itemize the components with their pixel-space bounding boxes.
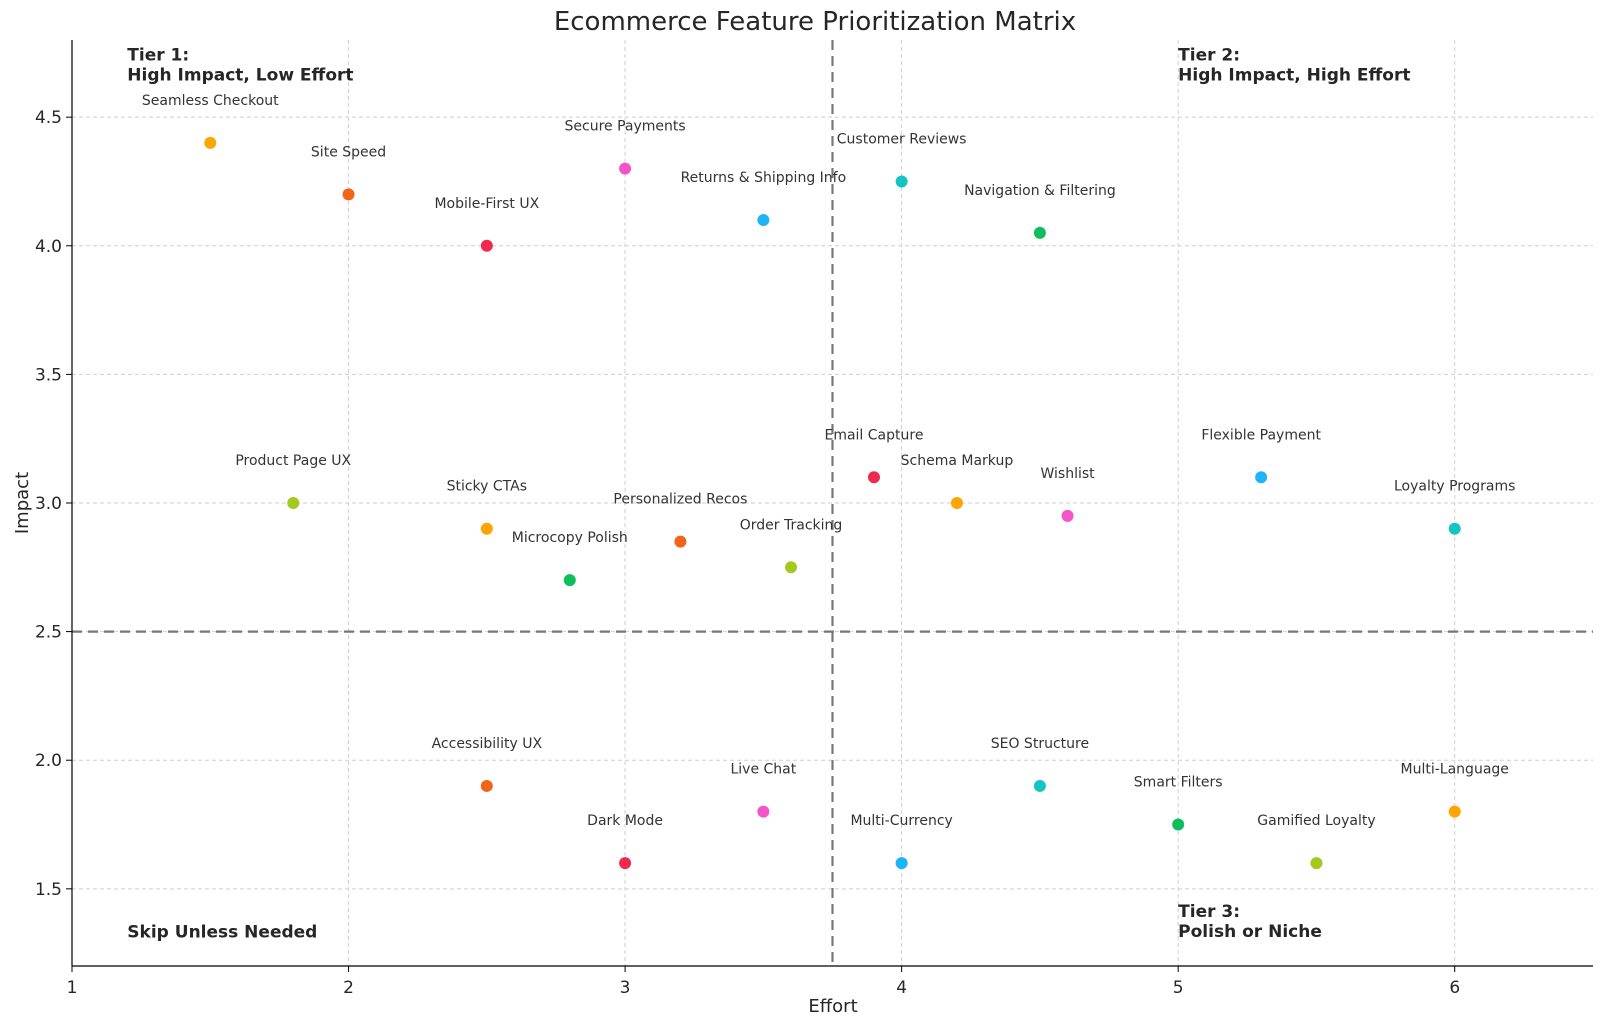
quadrant-label-line: Skip Unless Needed (127, 923, 317, 943)
point-label-product-page-ux: Product Page UX (235, 453, 351, 469)
point-multi-language (1448, 805, 1461, 818)
point-smart-filters (1172, 818, 1185, 831)
point-label-microcopy-polish: Microcopy Polish (512, 530, 628, 546)
y-axis-label: Impact (12, 472, 33, 534)
point-label-secure-payments: Secure Payments (565, 119, 686, 135)
point-flexible-payment (1255, 471, 1268, 484)
point-live-chat (757, 805, 770, 818)
point-seamless-checkout (204, 136, 217, 149)
point-label-multi-currency: Multi-Currency (850, 813, 952, 829)
x-tick-label: 2 (343, 978, 354, 998)
y-tick-label: 2.0 (35, 751, 62, 771)
point-label-personalized-recos: Personalized Recos (613, 492, 747, 508)
quadrant-label-bottom-left: Skip Unless Needed (127, 923, 317, 943)
point-label-accessibility-ux: Accessibility UX (432, 736, 543, 752)
point-mobile-first-ux (480, 239, 493, 252)
point-label-loyalty-programs: Loyalty Programs (1394, 479, 1515, 495)
point-label-smart-filters: Smart Filters (1134, 775, 1223, 791)
point-label-gamified-loyalty: Gamified Loyalty (1257, 813, 1375, 829)
point-labels: Seamless Checkout Site Speed Mobile-First … (142, 93, 1516, 829)
point-label-multi-language: Multi-Language (1401, 762, 1509, 778)
y-tick-label: 2.5 (35, 623, 62, 643)
point-label-wishlist: Wishlist (1040, 466, 1095, 482)
point-secure-payments (619, 162, 632, 175)
point-site-speed (342, 188, 355, 201)
point-label-navigation-and-filtering: Navigation & Filtering (964, 183, 1116, 199)
quadrant-label-line: Tier 1: (127, 46, 189, 66)
x-tick-label: 5 (1173, 978, 1184, 998)
point-label-schema-markup: Schema Markup (901, 453, 1014, 469)
point-label-customer-reviews: Customer Reviews (837, 131, 967, 147)
point-customer-reviews (895, 175, 908, 188)
quadrant-label-line: High Impact, Low Effort (127, 66, 353, 86)
point-schema-markup (950, 497, 963, 509)
point-wishlist (1061, 509, 1074, 522)
tick-labels: 1 2 3 4 5 6 1.5 2.0 2.5 3.0 3.5 4.0 4.5 (35, 108, 1460, 998)
point-label-flexible-payment: Flexible Payment (1201, 427, 1321, 443)
point-label-mobile-first-ux: Mobile-First UX (434, 196, 539, 212)
x-tick-label: 6 (1449, 978, 1460, 998)
point-label-order-tracking: Order Tracking (740, 517, 843, 533)
point-label-site-speed: Site Speed (311, 144, 386, 160)
y-tick-label: 1.5 (35, 880, 62, 900)
grid-lines (72, 40, 1593, 966)
point-label-sticky-ctas: Sticky CTAs (447, 479, 527, 495)
point-dark-mode (619, 857, 632, 870)
point-navigation-and-filtering (1033, 226, 1046, 239)
point-label-seamless-checkout: Seamless Checkout (142, 93, 279, 109)
quadrant-label-line: Polish or Niche (1178, 922, 1322, 942)
chart-title: Ecommerce Feature Prioritization Matrix (554, 7, 1076, 37)
point-accessibility-ux (480, 779, 493, 792)
point-label-returns-and-shipping-info: Returns & Shipping Info (681, 170, 847, 186)
x-tick-label: 1 (67, 978, 78, 998)
quadrant-label-line: Tier 3: (1178, 902, 1240, 922)
x-tick-label: 3 (620, 978, 631, 998)
point-loyalty-programs (1448, 522, 1461, 535)
point-label-email-capture: Email Capture (824, 427, 923, 443)
point-microcopy-polish (563, 574, 576, 587)
quadrant-label-top-left: Tier 1: High Impact, Low Effort (127, 46, 353, 86)
x-axis-label: Effort (808, 996, 857, 1017)
point-returns-and-shipping-info (757, 214, 770, 227)
x-tick-label: 4 (896, 978, 907, 998)
point-label-live-chat: Live Chat (730, 762, 796, 778)
point-personalized-recos (674, 535, 687, 548)
quadrant-label-line: High Impact, High Effort (1178, 66, 1410, 86)
point-seo-structure (1033, 779, 1046, 792)
y-tick-label: 4.5 (35, 108, 62, 128)
data-points (204, 136, 1461, 870)
point-label-seo-structure: SEO Structure (991, 736, 1089, 752)
y-tick-label: 3.0 (35, 494, 62, 514)
quadrant-label-top-right: Tier 2: High Impact, High Effort (1178, 46, 1410, 86)
point-product-page-ux (287, 497, 300, 509)
y-tick-label: 4.0 (35, 237, 62, 257)
quadrant-label-bottom-right: Tier 3: Polish or Niche (1178, 902, 1322, 942)
point-order-tracking (785, 561, 798, 574)
y-tick-label: 3.5 (35, 365, 62, 385)
point-gamified-loyalty (1310, 857, 1323, 870)
point-sticky-ctas (480, 522, 493, 535)
point-label-dark-mode: Dark Mode (587, 813, 663, 829)
quadrant-dividers (72, 40, 1593, 966)
point-email-capture (867, 471, 880, 484)
point-multi-currency (895, 857, 908, 870)
quadrant-label-line: Tier 2: (1178, 46, 1240, 66)
